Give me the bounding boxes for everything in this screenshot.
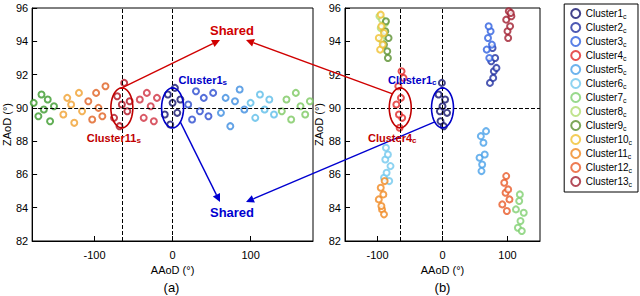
svg-text:Shared: Shared [210, 205, 254, 220]
svg-text:92: 92 [328, 68, 341, 81]
svg-text:92: 92 [16, 69, 28, 81]
svg-text:88: 88 [329, 135, 341, 147]
svg-text:Shared: Shared [210, 23, 254, 38]
svg-text:90: 90 [16, 102, 28, 114]
svg-text:Cluster1: Cluster1 [179, 74, 223, 86]
svg-text:88: 88 [16, 135, 28, 147]
svg-text:Cluster4: Cluster4 [368, 132, 413, 144]
svg-text:Cluster11: Cluster11 [87, 132, 137, 144]
svg-text:Cluster9: Cluster9 [586, 120, 624, 131]
svg-text:Cluster6: Cluster6 [586, 78, 624, 89]
svg-text:c: c [628, 167, 632, 174]
svg-text:Cluster2: Cluster2 [586, 22, 624, 33]
svg-text:c: c [628, 139, 632, 146]
svg-text:86: 86 [329, 168, 341, 180]
svg-text:Cluster10: Cluster10 [586, 134, 629, 145]
svg-text:-100: -100 [84, 249, 106, 261]
svg-text:AAoD (°): AAoD (°) [421, 264, 465, 276]
svg-text:Cluster13: Cluster13 [586, 176, 629, 187]
svg-text:(a): (a) [164, 280, 180, 295]
svg-text:84: 84 [16, 202, 28, 214]
svg-text:82: 82 [329, 235, 341, 247]
svg-text:Cluster8: Cluster8 [586, 106, 624, 117]
svg-text:Cluster3: Cluster3 [586, 36, 624, 47]
svg-text:0: 0 [170, 249, 176, 261]
svg-text:100: 100 [241, 249, 259, 261]
svg-text:Cluster1: Cluster1 [388, 74, 432, 86]
svg-text:Cluster7: Cluster7 [586, 92, 624, 103]
svg-text:(b): (b) [435, 280, 451, 295]
svg-text:c: c [628, 153, 632, 160]
svg-text:s: s [223, 78, 228, 87]
svg-text:c: c [628, 181, 632, 188]
svg-text:Cluster4: Cluster4 [586, 50, 624, 61]
svg-text:ZAoD (°): ZAoD (°) [313, 103, 325, 146]
svg-text:c: c [623, 55, 627, 62]
svg-text:c: c [623, 111, 627, 118]
svg-text:100: 100 [498, 249, 516, 261]
svg-text:c: c [432, 78, 437, 87]
svg-text:94: 94 [16, 35, 28, 47]
svg-text:s: s [136, 136, 141, 145]
svg-text:c: c [623, 83, 627, 90]
svg-text:Cluster12: Cluster12 [586, 162, 629, 173]
svg-text:0: 0 [439, 249, 445, 261]
svg-text:c: c [623, 13, 627, 20]
svg-text:ZAoD (°): ZAoD (°) [1, 103, 13, 146]
svg-text:-100: -100 [366, 249, 388, 261]
svg-text:c: c [623, 97, 627, 104]
svg-text:c: c [623, 69, 627, 76]
svg-text:82: 82 [16, 235, 28, 247]
svg-text:86: 86 [16, 168, 28, 180]
svg-text:90: 90 [329, 102, 341, 114]
svg-text:Cluster11: Cluster11 [586, 148, 628, 159]
svg-text:96: 96 [16, 2, 28, 14]
svg-text:94: 94 [329, 35, 341, 47]
svg-text:Cluster1: Cluster1 [586, 8, 624, 19]
svg-text:c: c [623, 41, 627, 48]
svg-text:c: c [623, 27, 627, 34]
svg-text:96: 96 [329, 2, 341, 14]
svg-text:c: c [623, 125, 627, 132]
svg-text:AAoD (°): AAoD (°) [151, 264, 195, 276]
svg-text:84: 84 [329, 202, 341, 214]
svg-text:Cluster5: Cluster5 [586, 64, 624, 75]
svg-text:c: c [412, 136, 417, 145]
